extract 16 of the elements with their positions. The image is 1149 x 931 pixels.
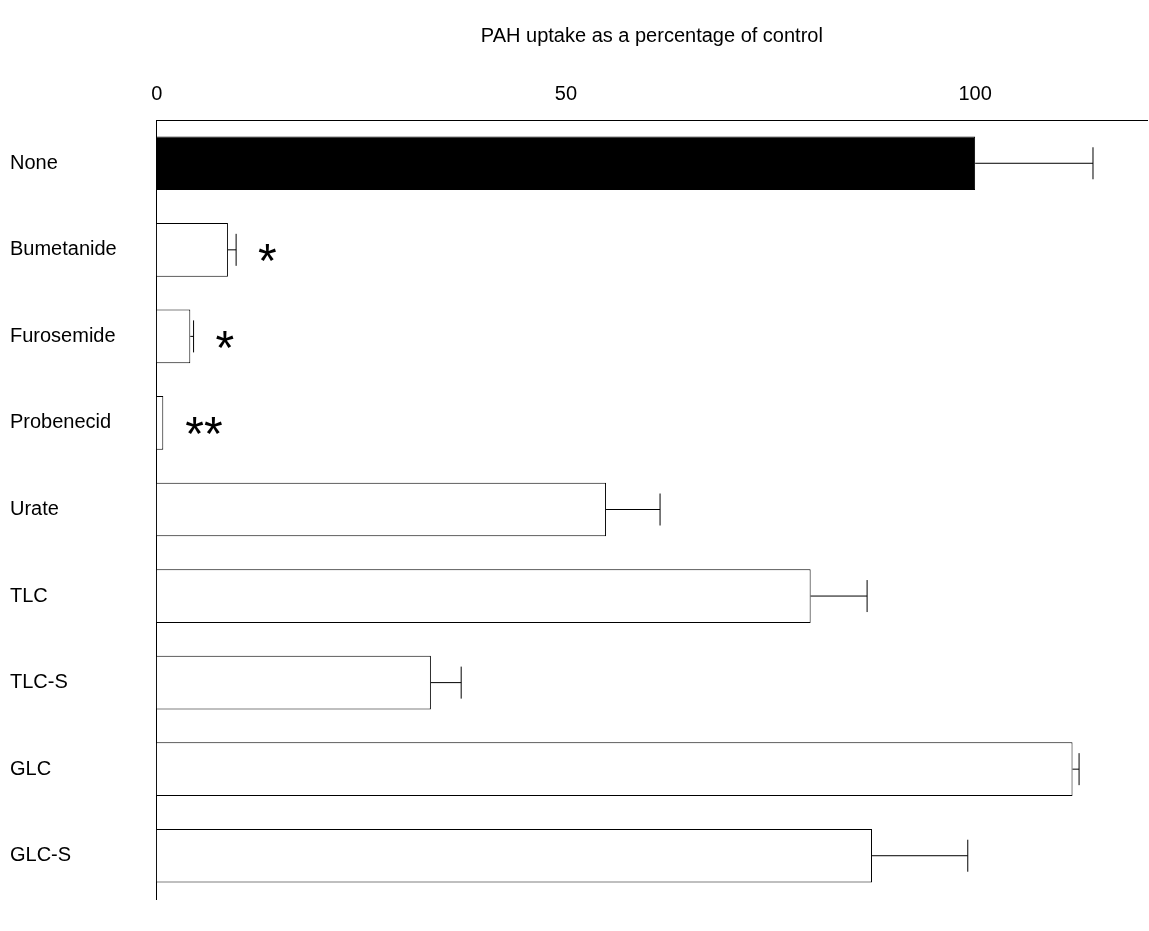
y-tick-label: Probenecid bbox=[10, 410, 112, 433]
y-tick-label: GLC-S bbox=[10, 843, 72, 866]
y-tick-label: None bbox=[10, 150, 58, 173]
x-tick-label: 100 bbox=[958, 81, 992, 104]
y-tick-label: Bumetanide bbox=[10, 237, 117, 260]
x-tick-label: 50 bbox=[554, 81, 578, 104]
annotation: * bbox=[258, 234, 277, 288]
y-tick-label: TLC-S bbox=[10, 670, 68, 693]
x-tick-label: 0 bbox=[151, 81, 163, 104]
y-tick-label: Furosemide bbox=[10, 323, 116, 346]
y-tick-label: TLC bbox=[10, 583, 48, 606]
y-tick-label: GLC bbox=[10, 756, 52, 779]
x-axis-title: PAH uptake as a percentage of control bbox=[480, 23, 823, 46]
y-tick-label: Urate bbox=[10, 497, 59, 520]
annotation: ** bbox=[185, 407, 223, 461]
annotation: * bbox=[215, 320, 235, 374]
